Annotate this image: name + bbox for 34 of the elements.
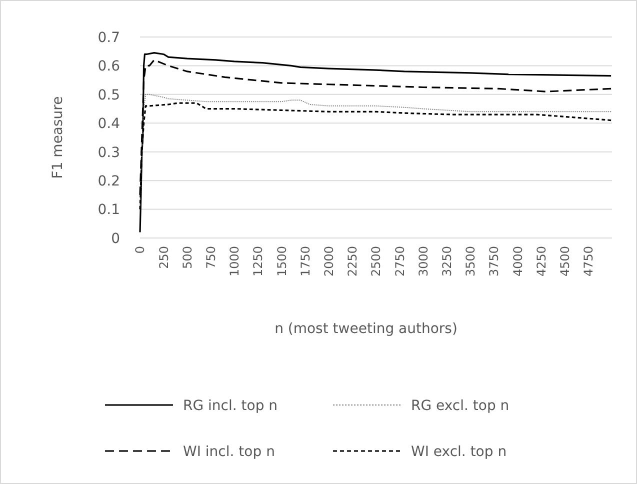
x-tick-label: 2500 — [369, 246, 384, 277]
y-tick-label: 0 — [111, 230, 120, 247]
x-tick-label: 2250 — [346, 246, 360, 277]
y-tick-label: 0.5 — [98, 87, 120, 104]
y-tick-label: 0.1 — [98, 202, 120, 218]
x-tick-label: 250 — [156, 246, 171, 269]
y-tick-label: 0.3 — [98, 144, 120, 161]
legend-label: RG incl. top n — [183, 398, 278, 414]
x-tick-label: 1750 — [298, 246, 312, 277]
legend-label: RG excl. top n — [411, 398, 510, 414]
x-tick-label: 3500 — [464, 246, 478, 277]
x-tick-label: 1500 — [274, 246, 289, 277]
legend-label: WI incl. top n — [183, 444, 275, 460]
y-tick-label: 0.2 — [98, 173, 120, 190]
x-tick-label: 4500 — [558, 246, 572, 277]
y-tick-label: 0.4 — [98, 116, 120, 132]
y-tick-label: 0.6 — [98, 58, 120, 75]
x-axis-title: n (most tweeting authors) — [274, 321, 458, 337]
x-tick-label: 500 — [180, 246, 194, 269]
x-tick-label: 4000 — [510, 246, 525, 277]
y-axis-title: F1 measure — [50, 96, 66, 179]
x-tick-label: 4250 — [534, 246, 548, 277]
x-tick-label: 3250 — [440, 246, 454, 277]
x-tick-label: 1000 — [228, 246, 242, 277]
legend-label: WI excl. top n — [411, 444, 507, 460]
x-tick-label: 2750 — [392, 246, 407, 277]
x-tick-label: 4750 — [582, 246, 596, 277]
y-tick-label: 0.7 — [98, 30, 120, 46]
x-tick-label: 0 — [133, 246, 148, 254]
x-tick-label: 750 — [204, 246, 218, 269]
x-tick-label: 1250 — [251, 246, 266, 277]
x-tick-label: 3000 — [416, 246, 430, 277]
x-tick-label: 2000 — [322, 246, 336, 277]
x-tick-label: 3750 — [487, 246, 502, 277]
